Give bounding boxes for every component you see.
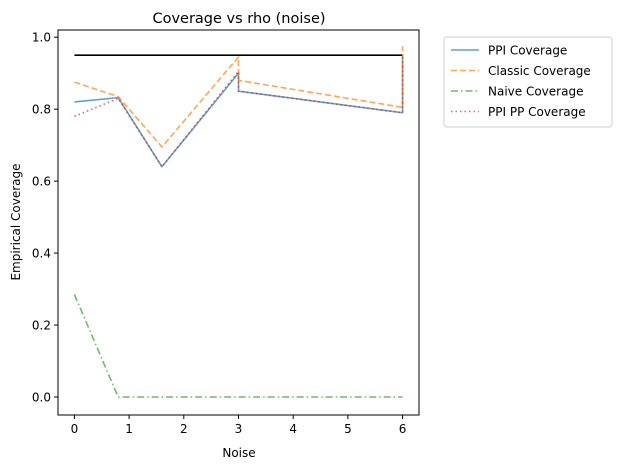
axis-ticks: 0 1 2 3 4 5 6 0.0 0.2 0.4 0.6 0.8 1.0 xyxy=(32,31,407,436)
legend: PPI Coverage Classic Coverage Naive Covera… xyxy=(443,36,613,128)
x-tick-label: 1 xyxy=(125,422,133,436)
y-tick-label: 0.8 xyxy=(32,103,51,117)
x-tick-label: 4 xyxy=(289,422,297,436)
x-axis-label: Noise xyxy=(222,446,255,460)
x-tick-label: 6 xyxy=(399,422,407,436)
series-line-2 xyxy=(74,46,404,148)
series-line-3 xyxy=(73,294,403,398)
y-tick-label: 0.2 xyxy=(32,319,51,333)
legend-label-2: Classic Coverage xyxy=(488,64,591,78)
legend-label-3: Naive Coverage xyxy=(488,85,583,99)
y-tick-label: 0.6 xyxy=(32,175,51,189)
legend-box xyxy=(443,36,613,128)
y-axis-label: Empirical Coverage xyxy=(9,163,23,280)
plot-area xyxy=(73,46,404,398)
x-tick-label: 0 xyxy=(71,422,79,436)
y-tick-label: 0.4 xyxy=(32,247,51,261)
x-tick-label: 5 xyxy=(344,422,352,436)
legend-label-4: PPI PP Coverage xyxy=(488,105,586,119)
legend-label-1: PPI Coverage xyxy=(488,44,567,58)
y-tick-label: 0.0 xyxy=(32,391,51,405)
x-tick-label: 2 xyxy=(180,422,188,436)
chart-title: Coverage vs rho (noise) xyxy=(152,11,325,27)
x-tick-label: 3 xyxy=(235,422,243,436)
y-tick-label: 1.0 xyxy=(32,31,51,45)
